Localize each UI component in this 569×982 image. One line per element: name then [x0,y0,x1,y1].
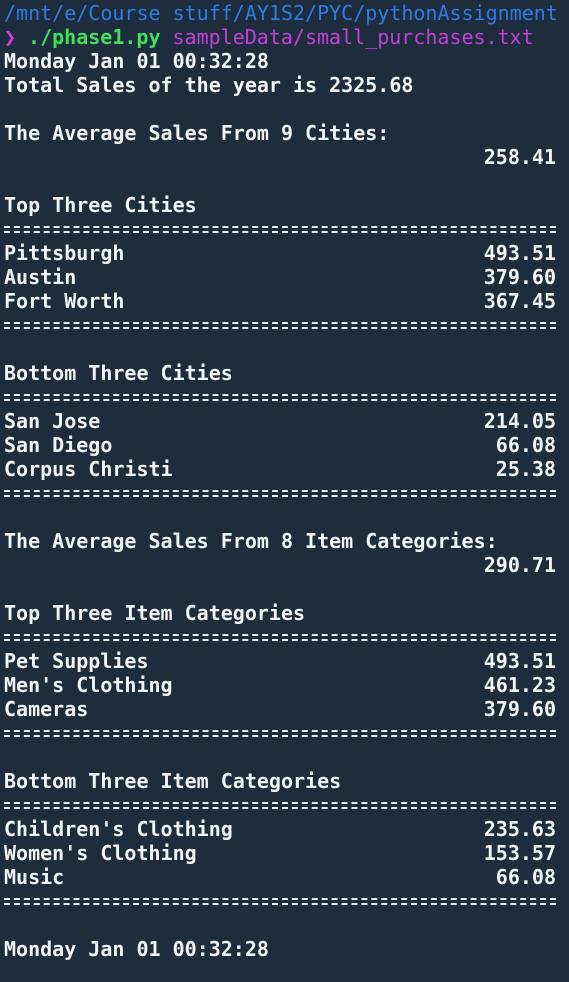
row-value: 367.45 [483,289,556,313]
top-categories-title: Top Three Item Categories [4,601,306,625]
table-row: San Diego 66.08 [4,433,565,457]
avg-categories-label: The Average Sales From 8 Item Categories… [4,529,498,553]
row-name: Austin [4,265,77,289]
separator-line [4,385,556,409]
avg-cities-value-line: 258.41 [4,145,565,169]
blank-line [4,577,565,601]
blank-line [4,745,565,769]
cwd-path: /mnt/e/Course stuff/AY1S2/PYC/pythonAssi… [4,1,558,25]
row-value: 66.08 [495,865,556,889]
row-name: Corpus Christi [4,457,173,481]
row-value: 153.57 [483,841,556,865]
avg-cities-value: 258.41 [483,145,556,169]
top-cities-title: Top Three Cities [4,193,197,217]
row-value: 214.05 [483,409,556,433]
prompt-arrow-icon: ❯ [4,25,17,49]
avg-cities-label: The Average Sales From 9 Cities: [4,121,390,145]
table-row: San Jose 214.05 [4,409,565,433]
row-name: Music [4,865,65,889]
table-row: Austin 379.60 [4,265,565,289]
blank-line [4,505,565,529]
row-name: San Diego [4,433,113,457]
table-row: Corpus Christi 25.38 [4,457,565,481]
row-name: Women's Clothing [4,841,197,865]
row-name: Cameras [4,697,89,721]
separator-line [4,889,556,913]
bottom-categories-title: Bottom Three Item Categories [4,769,342,793]
separator-line [4,793,556,817]
command-line: ❯ ./phase1.py sampleData/small_purchases.t… [4,25,565,49]
command-argument: sampleData/small_purchases.txt [172,25,534,49]
separator-line [4,217,556,241]
row-name: Children's Clothing [4,817,233,841]
table-row: Women's Clothing 153.57 [4,841,565,865]
avg-categories-value-line: 290.71 [4,553,565,577]
total-sales-line: Total Sales of the year is 2325.68 [4,73,414,97]
cwd-path-line: /mnt/e/Course stuff/AY1S2/PYC/pythonAssi… [4,1,565,25]
command-text: ./phase1.py [28,25,161,49]
row-value: 461.23 [483,673,556,697]
table-row: Children's Clothing 235.63 [4,817,565,841]
row-value: 25.38 [495,457,556,481]
separator-line [4,481,556,505]
row-value: 379.60 [483,265,556,289]
separator-line [4,721,556,745]
row-name: Pet Supplies [4,649,149,673]
avg-categories-value: 290.71 [483,553,556,577]
row-value: 493.51 [483,649,556,673]
row-name: Men's Clothing [4,673,173,697]
blank-line [4,913,565,937]
separator-line [4,313,556,337]
row-name: San Jose [4,409,101,433]
row-value: 235.63 [483,817,556,841]
row-value: 66.08 [495,433,556,457]
table-row: Cameras 379.60 [4,697,565,721]
blank-line [4,169,565,193]
table-row: Music 66.08 [4,865,565,889]
bottom-cities-title: Bottom Three Cities [4,361,233,385]
table-row: Men's Clothing 461.23 [4,673,565,697]
blank-line [4,337,565,361]
separator-line [4,625,556,649]
row-value: 493.51 [483,241,556,265]
row-value: 379.60 [483,697,556,721]
start-timestamp: Monday Jan 01 00:32:28 [4,49,269,73]
row-name: Pittsburgh [4,241,125,265]
table-row: Pittsburgh 493.51 [4,241,565,265]
row-name: Fort Worth [4,289,125,313]
end-timestamp: Monday Jan 01 00:32:28 [4,937,269,961]
table-row: Fort Worth 367.45 [4,289,565,313]
table-row: Pet Supplies 493.51 [4,649,565,673]
blank-line [4,97,565,121]
